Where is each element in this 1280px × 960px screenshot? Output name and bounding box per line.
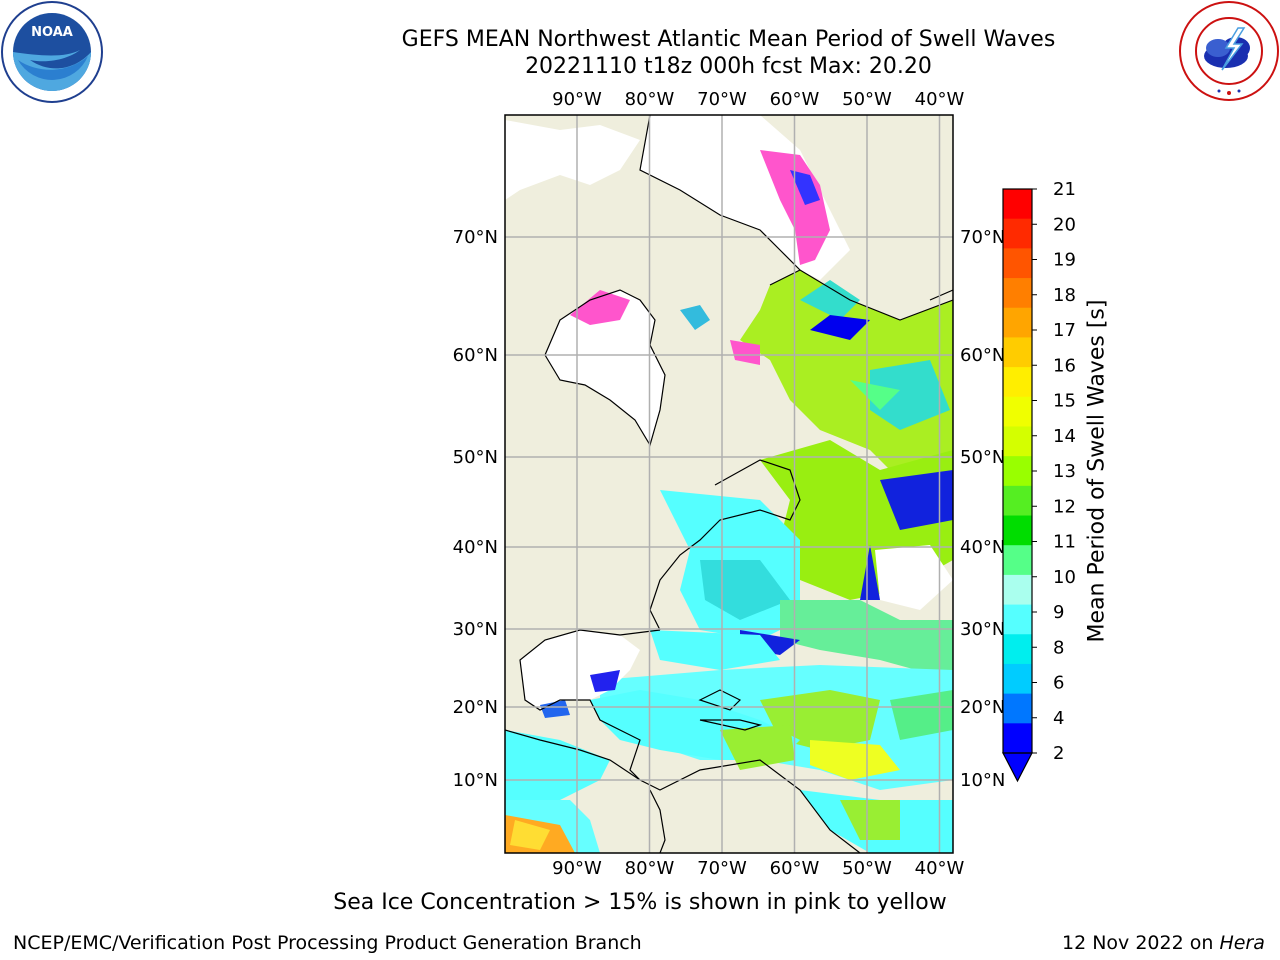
- colorbar-tick-label: 8: [1053, 637, 1064, 658]
- colorbar-tick-label: 10: [1053, 567, 1076, 588]
- colorbar-tick-label: 12: [1053, 496, 1076, 517]
- colorbar-tick-label: 14: [1053, 426, 1076, 447]
- lon-label-top: 40°W: [915, 89, 965, 110]
- lat-label-left: 30°N: [453, 619, 498, 640]
- colorbar-tick-label: 20: [1053, 214, 1076, 235]
- lat-label-right: 50°N: [960, 447, 1005, 468]
- lat-label-left: 40°N: [453, 537, 498, 558]
- lat-label-left: 20°N: [453, 697, 498, 718]
- colorbar-tick-label: 15: [1053, 391, 1076, 412]
- lon-label-bottom: 70°W: [697, 858, 747, 879]
- colorbar-segment: [1003, 574, 1032, 606]
- lon-label-top: 80°W: [625, 89, 675, 110]
- colorbar-label: Mean Period of Swell Waves [s]: [1084, 299, 1110, 643]
- colorbar-segment: [1003, 426, 1032, 457]
- footer-date-text: 12 Nov 2022 on: [1062, 932, 1220, 954]
- noaa-logo-icon: NOAA: [0, 0, 104, 104]
- map-frame: [504, 114, 954, 854]
- colorbar-tick-label: 11: [1053, 532, 1076, 553]
- colorbar-segment: [1003, 515, 1032, 546]
- colorbar-segment: [1003, 367, 1032, 398]
- colorbar-tick-label: 19: [1053, 250, 1076, 271]
- sea-ice-note: Sea Ice Concentration > 15% is shown in …: [333, 890, 947, 915]
- lat-label-right: 60°N: [960, 345, 1005, 366]
- footer-credit: NCEP/EMC/Verification Post Processing Pr…: [13, 932, 642, 954]
- footer-date: 12 Nov 2022 on Hera: [1062, 932, 1265, 954]
- chart-subtitle: 20221110 t18z 000h fcst Max: 20.20: [525, 54, 932, 79]
- colorbar-segment: [1003, 396, 1032, 427]
- lon-label-bottom: 40°W: [915, 858, 965, 879]
- colorbar-segment: [1003, 634, 1032, 665]
- colorbar-segment: [1003, 307, 1032, 338]
- colorbar-tick-label: 9: [1053, 602, 1064, 623]
- nws-logo-icon: [1178, 0, 1280, 102]
- colorbar-segment: [1003, 545, 1032, 576]
- lat-label-left: 70°N: [453, 227, 498, 248]
- colorbar-segment: [1003, 693, 1032, 724]
- lat-label-right: 30°N: [960, 619, 1005, 640]
- colorbar: [1002, 188, 1033, 783]
- lon-label-top: 60°W: [770, 89, 820, 110]
- colorbar-tick-label: 4: [1053, 708, 1064, 729]
- colorbar-tick-label: 13: [1053, 461, 1076, 482]
- lat-label-right: 70°N: [960, 227, 1005, 248]
- lon-label-bottom: 50°W: [842, 858, 892, 879]
- colorbar-segment: [1003, 604, 1032, 635]
- colorbar-segment: [1003, 723, 1032, 754]
- colorbar-segment: [1003, 337, 1032, 368]
- colorbar-segment: [1003, 248, 1032, 279]
- lon-label-bottom: 90°W: [552, 858, 602, 879]
- lat-label-right: 20°N: [960, 697, 1005, 718]
- colorbar-segment: [1003, 485, 1032, 517]
- lon-label-bottom: 80°W: [625, 858, 675, 879]
- lon-label-bottom: 60°W: [770, 858, 820, 879]
- colorbar-tick-label: 17: [1053, 320, 1076, 341]
- lon-label-top: 70°W: [697, 89, 747, 110]
- coastlines: [505, 115, 953, 853]
- chart-title: GEFS MEAN Northwest Atlantic Mean Period…: [401, 27, 1056, 52]
- lat-label-right: 40°N: [960, 537, 1005, 558]
- colorbar-tick-label: 16: [1053, 355, 1076, 376]
- lat-label-right: 10°N: [960, 770, 1005, 791]
- footer-machine: Hera: [1219, 932, 1265, 954]
- colorbar-segment: [1003, 663, 1032, 695]
- colorbar-tick-label: 18: [1053, 285, 1076, 306]
- colorbar-tick-label: 21: [1053, 179, 1076, 200]
- lon-label-top: 90°W: [552, 89, 602, 110]
- lat-label-left: 10°N: [453, 770, 498, 791]
- colorbar-tick-label: 2: [1053, 743, 1064, 764]
- colorbar-under-arrow: [1002, 752, 1033, 783]
- graticule: [505, 115, 953, 853]
- colorbar-segment: [1003, 189, 1032, 220]
- colorbar-segment: [1003, 456, 1032, 487]
- colorbar-tick-label: 6: [1053, 673, 1064, 694]
- lon-label-top: 50°W: [842, 89, 892, 110]
- colorbar-segment: [1003, 278, 1032, 309]
- lat-label-left: 60°N: [453, 345, 498, 366]
- svg-text:NOAA: NOAA: [31, 25, 73, 40]
- colorbar-segment: [1003, 218, 1032, 249]
- lat-label-left: 50°N: [453, 447, 498, 468]
